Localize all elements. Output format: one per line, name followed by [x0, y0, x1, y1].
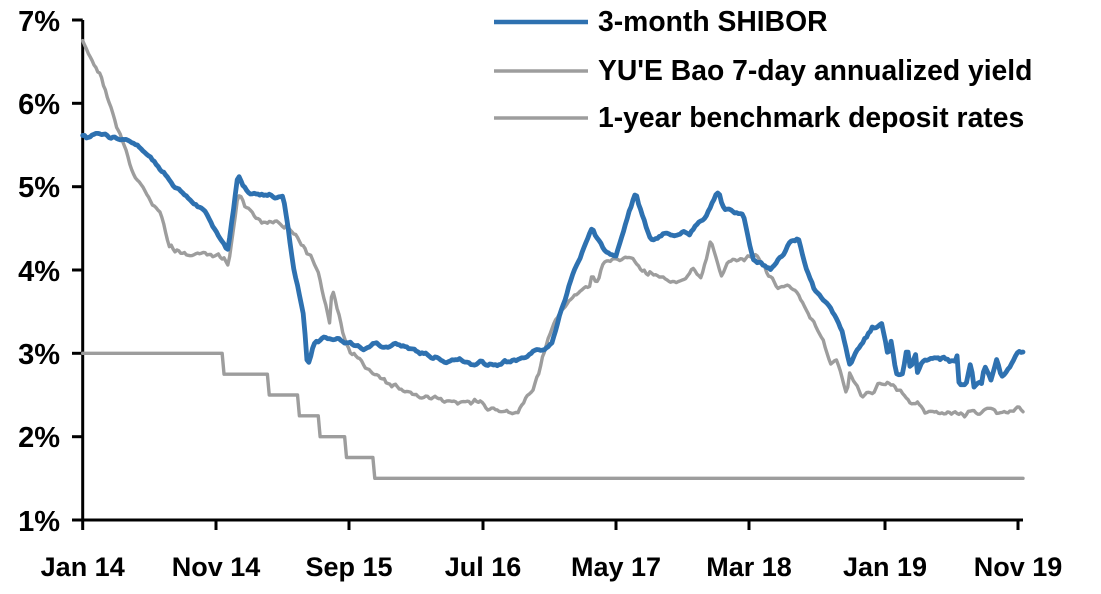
svg-text:2%: 2% — [18, 422, 60, 454]
svg-text:Nov 19: Nov 19 — [974, 552, 1063, 582]
svg-text:Nov 14: Nov 14 — [172, 552, 261, 582]
svg-text:1-year benchmark deposit rates: 1-year benchmark deposit rates — [598, 101, 1024, 133]
svg-text:Jul 16: Jul 16 — [445, 552, 522, 582]
svg-text:3-month SHIBOR: 3-month SHIBOR — [598, 5, 828, 37]
svg-text:4%: 4% — [18, 256, 60, 288]
svg-text:7%: 7% — [18, 6, 60, 38]
svg-text:Jan 19: Jan 19 — [843, 552, 927, 582]
svg-text:YU'E Bao 7-day annualized yiel: YU'E Bao 7-day annualized yield — [598, 54, 1032, 86]
svg-text:Sep 15: Sep 15 — [305, 552, 392, 582]
svg-text:1%: 1% — [18, 506, 60, 538]
svg-text:5%: 5% — [18, 172, 60, 204]
svg-text:May 17: May 17 — [571, 552, 661, 582]
svg-text:Mar 18: Mar 18 — [706, 552, 792, 582]
svg-text:Jan 14: Jan 14 — [41, 552, 125, 582]
svg-text:3%: 3% — [18, 339, 60, 371]
svg-text:6%: 6% — [18, 89, 60, 121]
